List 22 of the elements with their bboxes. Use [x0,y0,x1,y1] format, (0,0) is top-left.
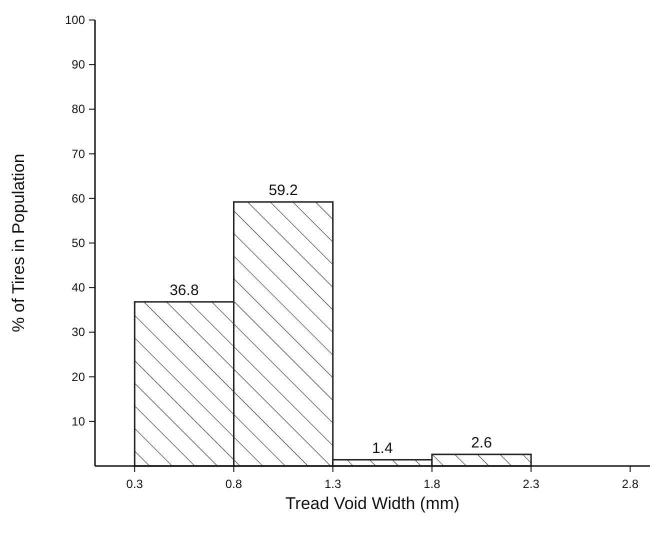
y-tick-label: 50 [72,236,86,250]
y-tick-label: 100 [64,13,86,27]
y-tick-label: 10 [72,414,86,428]
y-tick-label: 90 [72,58,86,72]
x-axis-title: Tread Void Width (mm) [285,494,460,513]
data-label: 59.2 [268,182,298,199]
y-tick-label: 30 [72,325,86,340]
data-label: 36.8 [170,282,199,299]
y-tick-label: 40 [72,280,86,295]
x-tick-label: 1.3 [324,477,342,491]
x-tick-label: 2.3 [522,477,540,491]
y-tick-label: 60 [72,191,86,206]
data-label: 1.4 [372,440,393,457]
y-tick-label: 20 [72,370,86,384]
x-tick-label: 2.8 [622,477,639,491]
data-label: 2.6 [471,434,492,452]
x-tick-label: 1.8 [424,477,441,491]
x-tick-label: 0.8 [225,477,242,491]
y-axis-title: % of Tires in Population [9,154,28,332]
y-tick-label: 70 [72,146,86,161]
x-tick-label: 0.3 [126,477,144,491]
y-tick-label: 80 [72,102,86,116]
